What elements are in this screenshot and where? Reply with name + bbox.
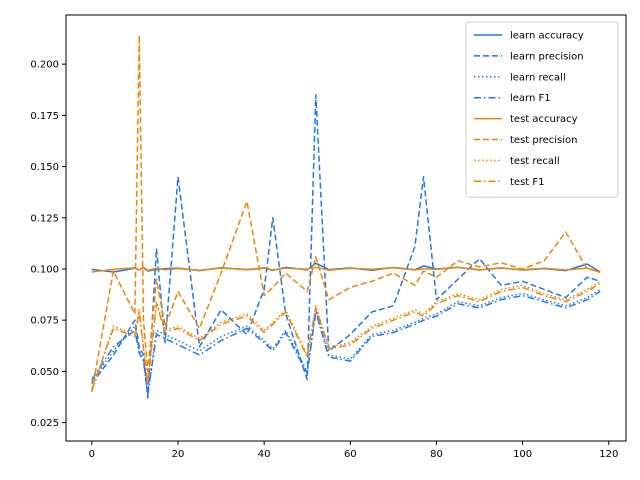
x-tick-label: 120 [599,449,618,460]
legend-label: test precision [510,135,578,146]
legend-label: learn recall [510,72,566,83]
legend-label: learn F1 [510,93,551,104]
x-axis: 0 20 40 60 80 100 120 [89,441,618,460]
legend-label: test accuracy [510,114,578,125]
x-tick-label: 40 [258,449,271,460]
x-tick-label: 80 [430,449,443,460]
y-tick-label: 0.150 [30,162,59,173]
plot-frame [65,14,627,442]
x-tick-label: 60 [344,449,357,460]
plot-lines [91,34,601,399]
y-tick-label: 0.175 [30,111,59,122]
series-line-learn-precision [91,94,601,399]
series-line-test-accuracy [91,266,601,274]
series-line-test-precision [91,34,601,392]
x-tick-label: 20 [172,449,185,460]
y-tick-label: 0.200 [30,60,59,71]
x-tick-label: 0 [89,449,95,460]
y-tick-label: 0.100 [30,264,59,275]
series-line-learn-f1 [91,290,601,395]
y-tick-label: 0.125 [30,213,59,224]
legend-box [465,21,619,198]
legend-label: test F1 [510,177,545,188]
legend-label: learn accuracy [510,31,584,42]
series-line-test-f1 [91,282,601,391]
legend-label: learn precision [510,51,584,62]
legend-label: test recall [510,156,560,167]
y-axis: 0.025 0.050 0.075 0.100 0.125 0.150 0.175 0.200 [30,60,66,429]
y-tick-label: 0.075 [30,316,59,327]
x-tick-label: 100 [513,449,532,460]
y-tick-label: 0.025 [30,418,59,429]
legend: learn accuracy learn precision learn recal… [465,21,619,198]
y-tick-label: 0.050 [30,367,59,378]
